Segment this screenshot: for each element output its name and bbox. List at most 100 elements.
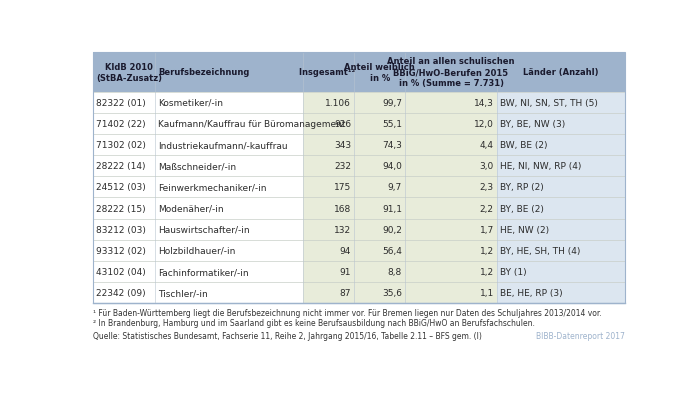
Bar [155,198,303,219]
Text: 91,1: 91,1 [382,204,402,213]
Bar [93,134,155,156]
Bar [155,113,303,134]
Bar [405,156,497,177]
Text: BW, BE (2): BW, BE (2) [500,141,547,150]
Text: 4,4: 4,4 [480,141,494,150]
Bar [354,134,405,156]
Text: 82322 (01): 82322 (01) [96,98,146,107]
Text: Anteil weiblich
in %: Anteil weiblich in % [344,62,415,83]
Bar [155,177,303,198]
Bar [405,219,497,240]
Text: 94: 94 [340,246,351,255]
Text: 168: 168 [334,204,351,213]
Bar [354,283,405,304]
Text: 232: 232 [334,162,351,171]
Text: 71302 (02): 71302 (02) [96,141,146,150]
Bar [405,283,497,304]
Bar [497,240,624,261]
Text: 175: 175 [334,183,351,192]
Text: 1,7: 1,7 [480,225,494,234]
Text: 93312 (02): 93312 (02) [96,246,146,255]
Text: 8,8: 8,8 [388,267,402,277]
Bar [155,283,303,304]
Bar [93,198,155,219]
Bar [155,240,303,261]
Bar [497,113,624,134]
Text: 2,2: 2,2 [480,204,494,213]
Bar [155,134,303,156]
Bar [405,261,497,283]
Bar [93,156,155,177]
Text: BY, BE (2): BY, BE (2) [500,204,544,213]
Bar [303,134,354,156]
Text: 12,0: 12,0 [474,119,494,128]
Text: 91: 91 [340,267,351,277]
Text: Fachinformatiker/-in: Fachinformatiker/-in [158,267,248,277]
Text: 99,7: 99,7 [382,98,402,107]
Text: Kaufmann/Kauffrau für Büromanagement: Kaufmann/Kauffrau für Büromanagement [158,119,346,128]
Bar [303,283,354,304]
Text: Kosmetiker/-in: Kosmetiker/-in [158,98,223,107]
Bar [93,113,155,134]
Text: KldB 2010
(StBA-Zusatz): KldB 2010 (StBA-Zusatz) [96,62,162,83]
Bar [155,219,303,240]
Text: ¹ Für Baden-Württemberg liegt die Berufsbezeichnung nicht immer vor. Für Bremen : ¹ Für Baden-Württemberg liegt die Berufs… [93,308,602,317]
Text: BY, HE, SH, TH (4): BY, HE, SH, TH (4) [500,246,580,255]
Text: Quelle: Statistisches Bundesamt, Fachserie 11, Reihe 2, Jahrgang 2015/16, Tabell: Quelle: Statistisches Bundesamt, Fachser… [93,331,482,340]
Bar [497,156,624,177]
Bar [354,177,405,198]
Bar [303,198,354,219]
Text: BY, RP (2): BY, RP (2) [500,183,544,192]
Text: Länder (Anzahl): Länder (Anzahl) [523,68,598,77]
Text: 1,2: 1,2 [480,267,494,277]
Bar [497,92,624,113]
Bar [303,261,354,283]
Bar [405,198,497,219]
Text: Holzbildhauer/-in: Holzbildhauer/-in [158,246,235,255]
Text: 74,3: 74,3 [382,141,402,150]
Text: 926: 926 [334,119,351,128]
Bar [405,113,497,134]
Text: HE, NW (2): HE, NW (2) [500,225,549,234]
Text: HE, NI, NW, RP (4): HE, NI, NW, RP (4) [500,162,582,171]
Text: Hauswirtschafter/-in: Hauswirtschafter/-in [158,225,250,234]
Text: 28222 (14): 28222 (14) [96,162,146,171]
Text: 1,1: 1,1 [480,288,494,298]
Bar [93,283,155,304]
Bar [303,240,354,261]
Text: Berufsbezeichnung: Berufsbezeichnung [158,68,249,77]
Text: BW, NI, SN, ST, TH (5): BW, NI, SN, ST, TH (5) [500,98,598,107]
Text: Anteil an allen schulischen
BBiG/HwO-Berufen 2015
in % (Summe = 7.731): Anteil an allen schulischen BBiG/HwO-Ber… [387,57,514,88]
Text: 43102 (04): 43102 (04) [96,267,146,277]
Bar [354,261,405,283]
Text: 83212 (03): 83212 (03) [96,225,146,234]
Bar [354,113,405,134]
Text: 28222 (15): 28222 (15) [96,204,146,213]
Text: ² In Brandenburg, Hamburg und im Saarland gibt es keine Berufsausbildung nach BB: ² In Brandenburg, Hamburg und im Saarlan… [93,318,535,327]
Bar [303,113,354,134]
Text: Maßschneider/-in: Maßschneider/-in [158,162,237,171]
Bar [354,198,405,219]
Bar [497,177,624,198]
Text: 14,3: 14,3 [474,98,494,107]
Bar [303,156,354,177]
Text: BY, BE, NW (3): BY, BE, NW (3) [500,119,565,128]
Bar [303,177,354,198]
Bar [405,240,497,261]
Text: Insgesamt¹²: Insgesamt¹² [299,68,358,77]
Bar [497,219,624,240]
Bar [354,219,405,240]
Bar [155,92,303,113]
Bar [93,219,155,240]
Text: 56,4: 56,4 [382,246,402,255]
Text: 1,2: 1,2 [480,246,494,255]
Bar [155,156,303,177]
Text: 24512 (03): 24512 (03) [96,183,146,192]
Bar [303,92,354,113]
Text: 2,3: 2,3 [480,183,494,192]
Bar [354,240,405,261]
Text: 3,0: 3,0 [480,162,494,171]
Bar [354,92,405,113]
Text: 87: 87 [340,288,351,298]
Bar [93,177,155,198]
